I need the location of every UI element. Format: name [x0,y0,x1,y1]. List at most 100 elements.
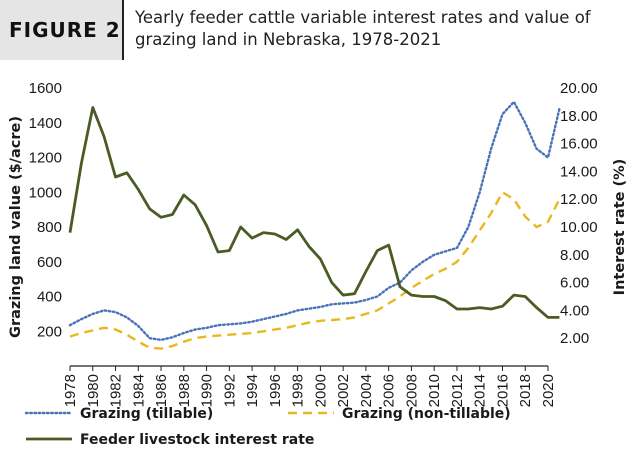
series-line [68,100,561,342]
y-right-tick-label: 18.00 [560,108,598,125]
data-point [92,313,94,315]
y-right-tick-label: 8.00 [560,247,589,264]
data-point [433,295,435,297]
data-point [467,226,469,228]
data-point [137,341,139,343]
data-point [365,299,367,301]
data-point [365,313,367,315]
data-point [228,334,230,336]
data-point [376,295,378,297]
x-tick-label: 1980 [85,374,102,407]
data-point [501,113,503,115]
x-tick-label: 1990 [199,374,216,407]
data-point [262,318,264,320]
x-tick-label: 1992 [221,374,238,407]
data-point [456,308,458,310]
chart-series-lines [68,100,561,350]
data-point [228,323,230,325]
data-point [353,301,355,303]
x-tick-label: 1998 [290,374,307,407]
data-point [433,273,435,275]
data-point [251,237,253,239]
data-point [80,162,82,164]
data-point [479,229,481,231]
data-point [308,245,310,247]
x-tick-label: 1996 [267,374,284,407]
data-point [376,309,378,311]
data-point [490,212,492,214]
data-point [444,250,446,252]
legend-label: Grazing (non-tillable) [342,406,511,422]
data-point [92,106,94,108]
figure-label: FIGURE 2 [0,0,124,60]
y-right-tick-label: 14.00 [560,163,598,180]
x-tick-label: 1988 [176,374,193,407]
data-point [342,302,344,304]
data-point [308,321,310,323]
x-tick-label: 2006 [381,374,398,407]
data-point [558,316,560,318]
data-point [422,280,424,282]
data-point [251,321,253,323]
y-left-tick-label: 1200 [29,150,62,167]
data-point [524,122,526,124]
data-point [376,249,378,251]
y-right-tick-label: 6.00 [560,275,589,292]
data-point [399,286,401,288]
x-tick-label: 2008 [403,374,420,407]
y-right-tick-label: 2.00 [560,330,589,347]
data-point [342,318,344,320]
x-tick-label: 2020 [540,374,557,407]
legend-item: Grazing (tillable) [24,406,213,422]
series-line [68,106,560,319]
data-point [69,324,71,326]
y-left-tick-label: 1600 [29,80,62,97]
data-point [331,319,333,321]
data-point [467,247,469,249]
data-point [388,287,390,289]
figure-header: FIGURE 2 Yearly feeder cattle variable i… [0,0,635,60]
data-point [285,238,287,240]
data-point [365,270,367,272]
data-point [251,332,253,334]
data-point [183,332,185,334]
x-tick-label: 1984 [130,374,147,407]
y-left-tick-label: 600 [37,254,62,271]
data-point [410,287,412,289]
data-point [410,294,412,296]
data-point [217,324,219,326]
x-tick-label: 2000 [312,374,329,407]
series-line [69,191,561,350]
data-point [388,244,390,246]
data-point [319,320,321,322]
chart-axes: 1978 1980 1982 1984 1986 1988 1990 1992 1994 1996… [8,80,628,407]
data-point [285,327,287,329]
data-point [114,176,116,178]
figure-title: Yearly feeder cattle variable interest r… [135,8,591,49]
data-point [92,329,94,331]
y-left-tick-label: 200 [37,323,62,340]
data-point [160,339,162,341]
data-point [331,303,333,305]
data-point [558,198,560,200]
legend-label: Grazing (tillable) [80,406,213,422]
data-point [240,322,242,324]
data-point [69,335,71,337]
x-tick-label: 2016 [494,374,511,407]
data-point [444,300,446,302]
data-point [262,231,264,233]
data-point [274,315,276,317]
data-point [353,293,355,295]
data-point [422,295,424,297]
data-point [547,221,549,223]
data-point [513,294,515,296]
data-point [490,308,492,310]
data-point [137,188,139,190]
chart-legend: Grazing (tillable) Grazing (non-tillable)… [24,406,511,448]
data-point [274,328,276,330]
x-tick-label: 2010 [426,374,443,407]
data-point [205,335,207,337]
data-point [467,308,469,310]
data-point [137,325,139,327]
data-point [160,216,162,218]
